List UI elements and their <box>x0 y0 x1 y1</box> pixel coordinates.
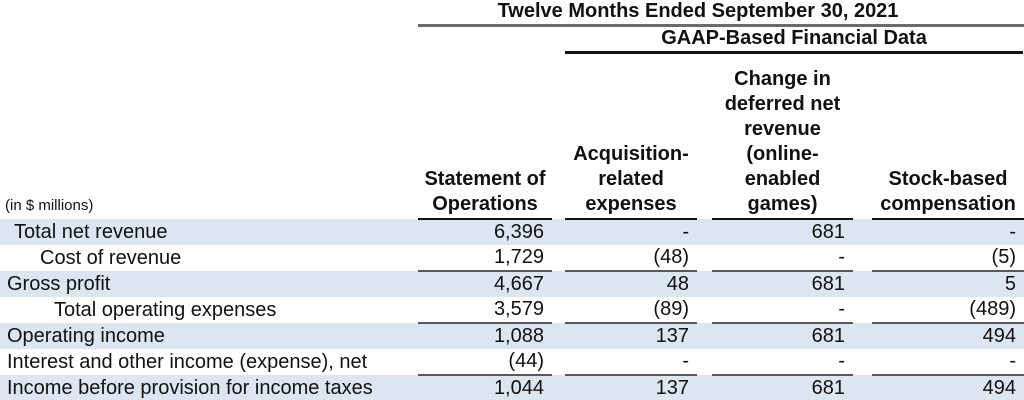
table-row: Gross profit 4,667 48 681 5 <box>0 271 1024 297</box>
column-gap <box>853 271 872 297</box>
column-gap <box>697 54 712 219</box>
table-row: Total operating expenses 3,579 (89) - (4… <box>0 297 1024 324</box>
column-gap <box>552 323 565 349</box>
column-gap <box>552 271 565 297</box>
column-gap <box>853 323 872 349</box>
cell-statement-of-operations: (44) <box>418 349 552 376</box>
row-label: Total net revenue <box>0 219 418 245</box>
row-label: Income before provision for income taxes <box>0 375 418 400</box>
cell-statement-of-operations: 4,667 <box>418 271 552 297</box>
cell-change-in-deferred-net-revenue: - <box>712 245 853 272</box>
cell-statement-of-operations: 1,044 <box>418 375 552 400</box>
column-gap <box>552 349 565 375</box>
cell-statement-of-operations: 1,729 <box>418 245 552 272</box>
cell-statement-of-operations: 3,579 <box>418 297 552 324</box>
cell-change-in-deferred-net-revenue: - <box>712 297 853 324</box>
cell-change-in-deferred-net-revenue: 681 <box>712 375 853 400</box>
cell-stock-based-compensation: 5 <box>872 271 1024 297</box>
column-gap <box>853 375 872 400</box>
column-gap <box>853 349 872 375</box>
column-gap <box>697 219 712 245</box>
column-gap <box>697 375 712 400</box>
column-gap <box>697 323 712 349</box>
cell-acquisition-related-expenses: 48 <box>565 271 697 297</box>
row-label: Operating income <box>0 323 418 349</box>
column-gap <box>552 219 565 245</box>
cell-stock-based-compensation: 494 <box>872 375 1024 400</box>
column-gap <box>697 271 712 297</box>
column-gap <box>853 297 872 323</box>
table-row: Operating income 1,088 137 681 494 <box>0 323 1024 349</box>
cell-change-in-deferred-net-revenue: 681 <box>712 219 853 245</box>
column-gap <box>552 297 565 323</box>
gaap-subtitle: GAAP-Based Financial Data <box>565 28 1023 54</box>
column-header-change-in-deferred-net-revenue: Change in deferred net revenue (online- … <box>712 54 853 220</box>
cell-statement-of-operations: 1,088 <box>418 323 552 349</box>
column-gap <box>697 349 712 375</box>
row-label: Total operating expenses <box>54 298 277 321</box>
table-row: Total net revenue 6,396 - 681 - <box>0 219 1024 245</box>
cell-change-in-deferred-net-revenue: - <box>712 349 853 376</box>
cell-stock-based-compensation: 494 <box>872 323 1024 349</box>
cell-acquisition-related-expenses: (48) <box>565 245 697 272</box>
column-header-row: (in $ millions) Statement of Operations … <box>0 54 1024 220</box>
table-row: Interest and other income (expense), net… <box>0 349 1024 376</box>
column-header-acquisition-related-expenses: Acquisition- related expenses <box>565 54 697 220</box>
units-label: (in $ millions) <box>5 197 94 214</box>
cell-acquisition-related-expenses: 137 <box>565 323 697 349</box>
column-header-stock-based-compensation: Stock-based compensation <box>872 54 1024 220</box>
cell-change-in-deferred-net-revenue: 681 <box>712 271 853 297</box>
row-label: Cost of revenue <box>40 246 182 269</box>
column-header-statement-of-operations: Statement of Operations <box>418 54 552 220</box>
cell-acquisition-related-expenses: - <box>565 349 697 376</box>
period-title: Twelve Months Ended September 30, 2021 <box>418 1 1024 27</box>
column-gap <box>552 375 565 400</box>
row-label: Interest and other income (expense), net <box>7 350 368 373</box>
cell-acquisition-related-expenses: - <box>565 219 697 245</box>
cell-stock-based-compensation: (489) <box>872 297 1024 324</box>
column-gap <box>697 297 712 323</box>
table-row: Cost of revenue 1,729 (48) - (5) <box>0 245 1024 272</box>
cell-stock-based-compensation: - <box>872 219 1024 245</box>
cell-stock-based-compensation: - <box>872 349 1024 376</box>
column-gap <box>853 54 872 219</box>
column-gap <box>853 219 872 245</box>
column-gap <box>552 54 565 219</box>
column-gap <box>552 245 565 271</box>
financial-data-table: (in $ millions) Statement of Operations … <box>0 54 1024 400</box>
cell-stock-based-compensation: (5) <box>872 245 1024 272</box>
cell-change-in-deferred-net-revenue: 681 <box>712 323 853 349</box>
cell-acquisition-related-expenses: 137 <box>565 375 697 400</box>
column-gap <box>853 245 872 271</box>
table-row: Income before provision for income taxes… <box>0 375 1024 400</box>
row-label: Gross profit <box>0 271 418 297</box>
column-gap <box>697 245 712 271</box>
cell-statement-of-operations: 6,396 <box>418 219 552 245</box>
cell-acquisition-related-expenses: (89) <box>565 297 697 324</box>
